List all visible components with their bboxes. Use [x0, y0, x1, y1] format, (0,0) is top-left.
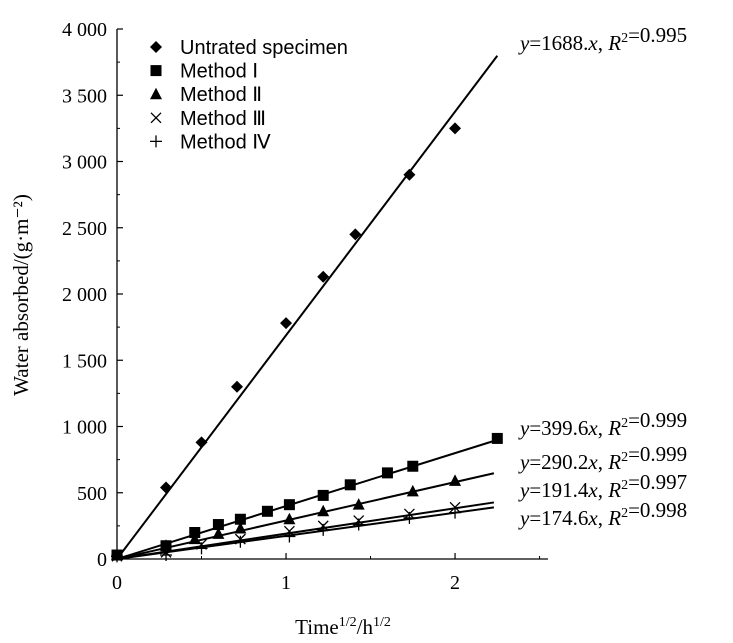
data-point-series-5	[160, 549, 173, 562]
legend-marker-series-4	[150, 112, 162, 124]
data-point-series-3	[212, 527, 225, 539]
data-point-series-3	[406, 484, 419, 497]
x-axis-title-sup1: 1/2	[339, 615, 357, 630]
legend-marker-series-5	[150, 135, 162, 148]
data-point-series-2	[234, 513, 246, 525]
y-tick-label: 500	[77, 483, 107, 505]
fit-line-series-5	[116, 506, 495, 560]
y-tick-label: 2 000	[62, 284, 107, 306]
x-axis-title-mid: /h	[357, 615, 374, 639]
x-axis-title-sup2: 1/2	[373, 615, 391, 630]
data-point-series-1	[349, 228, 362, 241]
x-tick-label: 2	[450, 572, 460, 594]
fit-equation-series-2: y=399.6x, R2=0.999	[518, 408, 687, 440]
data-point-series-1	[160, 481, 173, 494]
data-point-series-2	[189, 527, 201, 538]
data-point-series-1	[449, 122, 462, 135]
data-point-series-3	[234, 522, 247, 534]
x-axis-title: Time1/2/h1/2	[295, 615, 391, 639]
data-point-series-2	[381, 467, 393, 479]
data-point-series-5	[111, 550, 123, 563]
data-point-series-2	[212, 519, 224, 531]
data-point-series-3	[160, 539, 173, 551]
fit-line-series-3	[116, 472, 495, 560]
legend-label-series-2: Method Ⅰ	[180, 61, 258, 83]
legend-marker-series-2	[150, 65, 162, 77]
fit-equation-series-5: y=174.6x, R2=0.998	[518, 498, 687, 530]
legend-label-series-3: Method Ⅱ	[180, 84, 262, 106]
data-point-series-5	[449, 506, 462, 519]
data-point-series-3	[352, 498, 365, 510]
data-point-series-5	[352, 518, 365, 531]
y-tick-label: 3 000	[62, 152, 107, 174]
data-point-series-5	[234, 535, 247, 548]
y-tick-label: 2 500	[62, 218, 107, 240]
fit-equation-series-1: y=1688.x, R2=0.995	[518, 23, 687, 55]
fit-equations: y=1688.x, R2=0.995 y=399.6x, R2=0.999y=29…	[518, 23, 687, 530]
data-point-series-1	[195, 436, 208, 449]
legend-marker-series-3	[150, 87, 162, 100]
fit-equation-series-4: y=191.4x, R2=0.997	[518, 470, 687, 502]
x-tick-label: 0	[112, 572, 122, 594]
data-point-series-3	[317, 504, 330, 517]
data-point-series-5	[317, 523, 330, 536]
data-point-series-1	[403, 168, 416, 181]
y-axis-title: Water absorbed/(g·m⁻²)	[9, 194, 33, 396]
y-tick-label: 3 500	[62, 85, 107, 107]
data-point-series-3	[449, 474, 462, 486]
data-point-series-2	[283, 499, 295, 511]
data-markers	[111, 122, 503, 563]
data-point-series-3	[283, 512, 296, 525]
legend-label-series-5: Method Ⅳ	[180, 131, 271, 153]
legend-marker-series-1	[150, 41, 162, 53]
data-point-series-5	[195, 542, 208, 555]
data-point-series-2	[491, 432, 503, 444]
fit-line-series-2	[116, 438, 498, 560]
fit-line-series-1	[116, 55, 499, 560]
y-tick-label: 1 000	[62, 417, 107, 439]
y-tick-label: 0	[97, 549, 107, 571]
y-tick-label: 1 500	[62, 350, 107, 372]
data-point-series-2	[407, 460, 419, 472]
legend-label-series-1: Untrated specimen	[180, 37, 348, 59]
data-point-series-2	[261, 505, 273, 517]
axes: 0 500 1 000 1 500 2 000 2 500 3 000 3 500 4 000 0…	[62, 19, 548, 594]
y-tick-label: 4 000	[62, 19, 107, 41]
legend-label-series-4: Method Ⅲ	[180, 108, 266, 130]
x-tick-label: 1	[281, 572, 291, 594]
data-point-series-2	[317, 489, 329, 501]
data-point-series-5	[283, 530, 296, 543]
data-point-series-5	[403, 511, 416, 524]
data-point-series-2	[344, 479, 356, 491]
fit-equation-series-3: y=290.2x, R2=0.999	[518, 442, 687, 474]
data-point-series-1	[280, 317, 293, 330]
x-axis-title-main: Time	[295, 615, 339, 639]
fit-lines	[116, 55, 499, 560]
data-point-series-1	[231, 380, 244, 393]
data-point-series-1	[317, 270, 330, 283]
